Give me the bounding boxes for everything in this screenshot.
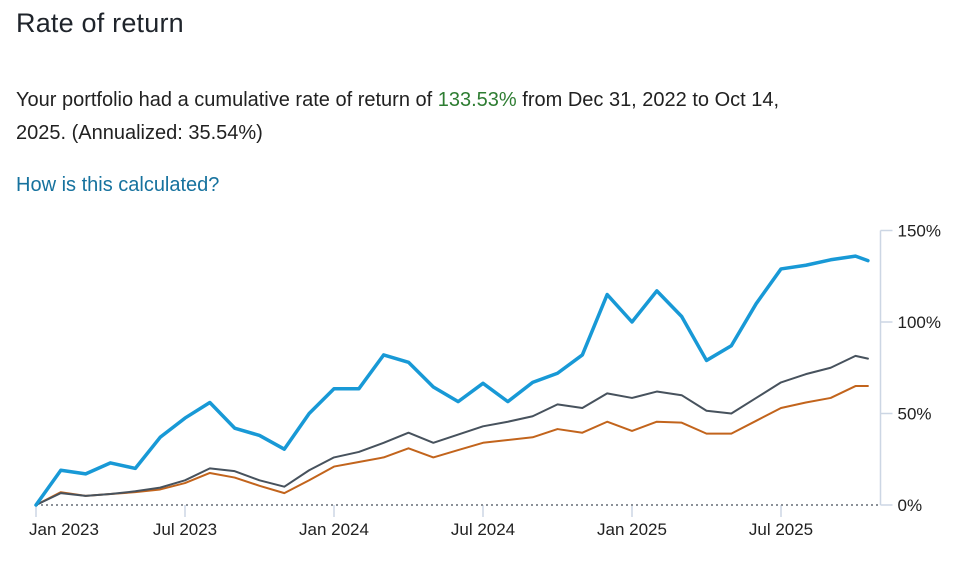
x-tick-label: Jan 2023	[29, 520, 99, 539]
y-tick-label: 0%	[898, 496, 923, 515]
page-title: Rate of return	[16, 8, 184, 38]
y-tick-label: 100%	[898, 313, 941, 332]
x-tick-label: Jul 2025	[749, 520, 813, 539]
summary-text: Your portfolio had a cumulative rate of …	[16, 84, 956, 150]
summary-suffix-line2: 2025. (Annualized: 35.54%)	[16, 122, 263, 144]
summary-prefix: Your portfolio had a cumulative rate of …	[16, 89, 438, 111]
benchmark-gray-line	[35, 354, 869, 506]
x-tick-label: Jan 2024	[299, 520, 369, 539]
cumulative-return-value: 133.53%	[437, 89, 517, 111]
summary-suffix-line1: from Dec 31, 2022 to Oct 14,	[516, 89, 780, 111]
y-tick-label: 50%	[898, 405, 932, 424]
portfolio-line	[34, 254, 870, 507]
benchmark-orange-line	[35, 385, 869, 506]
x-tick-label: Jan 2025	[597, 520, 667, 539]
y-tick-label: 150%	[898, 222, 941, 241]
how-calculated-link[interactable]: How is this calculated?	[16, 174, 220, 196]
x-tick-label: Jul 2024	[451, 520, 515, 539]
x-tick-label: Jul 2023	[153, 520, 217, 539]
